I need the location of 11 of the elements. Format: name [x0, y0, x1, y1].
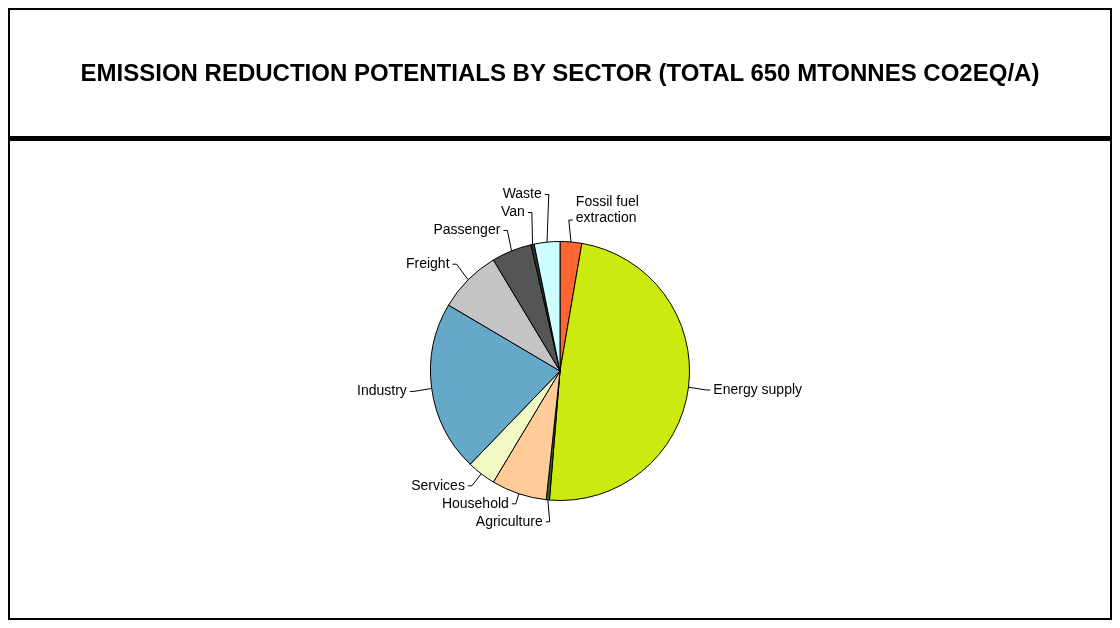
- slice-label: Fossil fuel extraction: [575, 192, 639, 225]
- slice-label: Van: [501, 203, 525, 220]
- slice-label: Industry: [357, 382, 407, 399]
- slice-label: Energy supply: [713, 380, 803, 397]
- slice-label: Agriculture: [475, 512, 543, 529]
- chart-title: EMISSION REDUCTION POTENTIALS BY SECTOR (TOTAL 650 MTONNES CO2EQ/A): [10, 10, 1110, 141]
- slice-label: Household: [441, 494, 509, 511]
- slice-label: Services: [411, 476, 465, 493]
- slice-label: Waste: [502, 185, 543, 202]
- slice-label: Passenger: [433, 221, 501, 238]
- slice-label: Freight: [405, 255, 450, 272]
